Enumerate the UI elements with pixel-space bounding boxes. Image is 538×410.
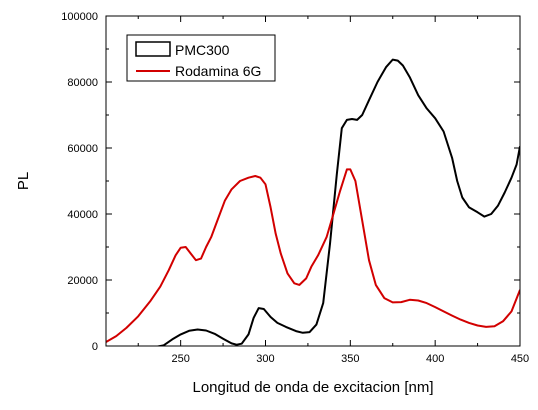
axis-layer: 250 300 350 400 450 0 20000 40000 60000 80000 1000… — [61, 11, 529, 365]
y-tick-label: 40000 — [67, 209, 98, 221]
y-tick-label: 20000 — [67, 275, 98, 287]
x-tick-label: 400 — [426, 353, 444, 365]
y-tick-label: 60000 — [67, 143, 98, 155]
y-tick-label: 100000 — [61, 11, 98, 23]
legend-label-rodamina: Rodamina 6G — [175, 63, 261, 79]
y-tick-label: 0 — [92, 341, 98, 353]
x-tick-label: 300 — [256, 353, 274, 365]
x-tick-label: 250 — [171, 353, 189, 365]
x-tick-label: 350 — [341, 353, 359, 365]
x-tick-label: 450 — [511, 353, 529, 365]
y-tick-label: 80000 — [67, 77, 98, 89]
x-axis-title: Longitud de onda de excitacion [nm] — [192, 379, 433, 396]
series-line-rodamina-6g — [106, 168, 520, 343]
series-layer — [106, 58, 520, 346]
legend-label-pmc300: PMC300 — [175, 42, 230, 58]
legend-swatch-pmc300 — [135, 41, 171, 57]
series-line-pmc300 — [154, 58, 520, 346]
legend: PMC300 Rodamina 6G — [126, 34, 276, 82]
y-axis-title: PL — [15, 172, 32, 190]
